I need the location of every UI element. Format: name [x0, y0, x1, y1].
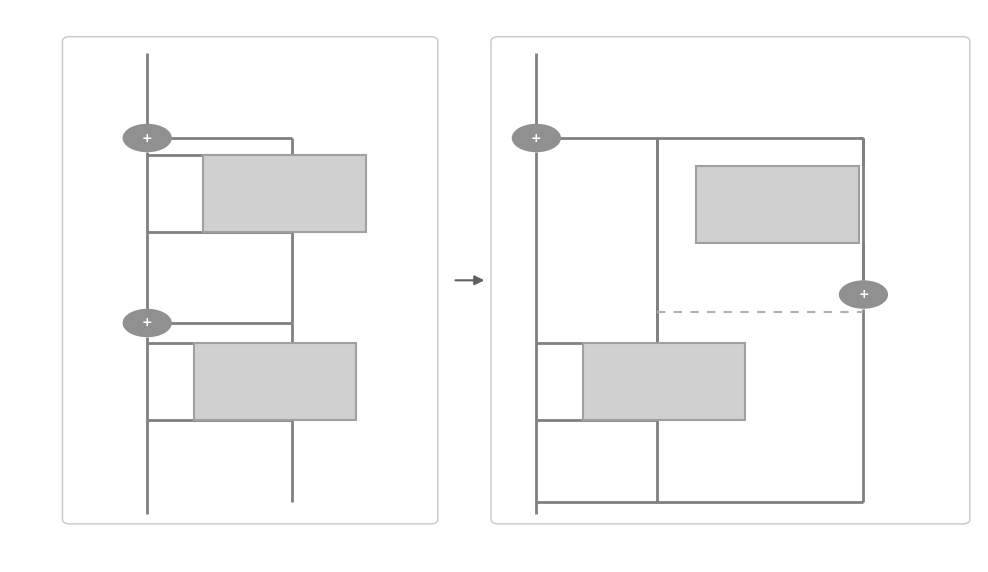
Circle shape: [512, 124, 561, 152]
Text: +: +: [142, 132, 152, 145]
Circle shape: [123, 309, 172, 337]
Bar: [696, 166, 859, 243]
FancyBboxPatch shape: [491, 37, 970, 524]
Text: +: +: [142, 316, 152, 329]
Text: +: +: [532, 132, 541, 145]
Circle shape: [123, 124, 172, 152]
FancyBboxPatch shape: [62, 37, 438, 524]
Bar: [194, 343, 356, 420]
Bar: [204, 155, 366, 232]
Text: +: +: [859, 288, 868, 301]
Bar: [583, 343, 745, 420]
Circle shape: [839, 280, 888, 309]
